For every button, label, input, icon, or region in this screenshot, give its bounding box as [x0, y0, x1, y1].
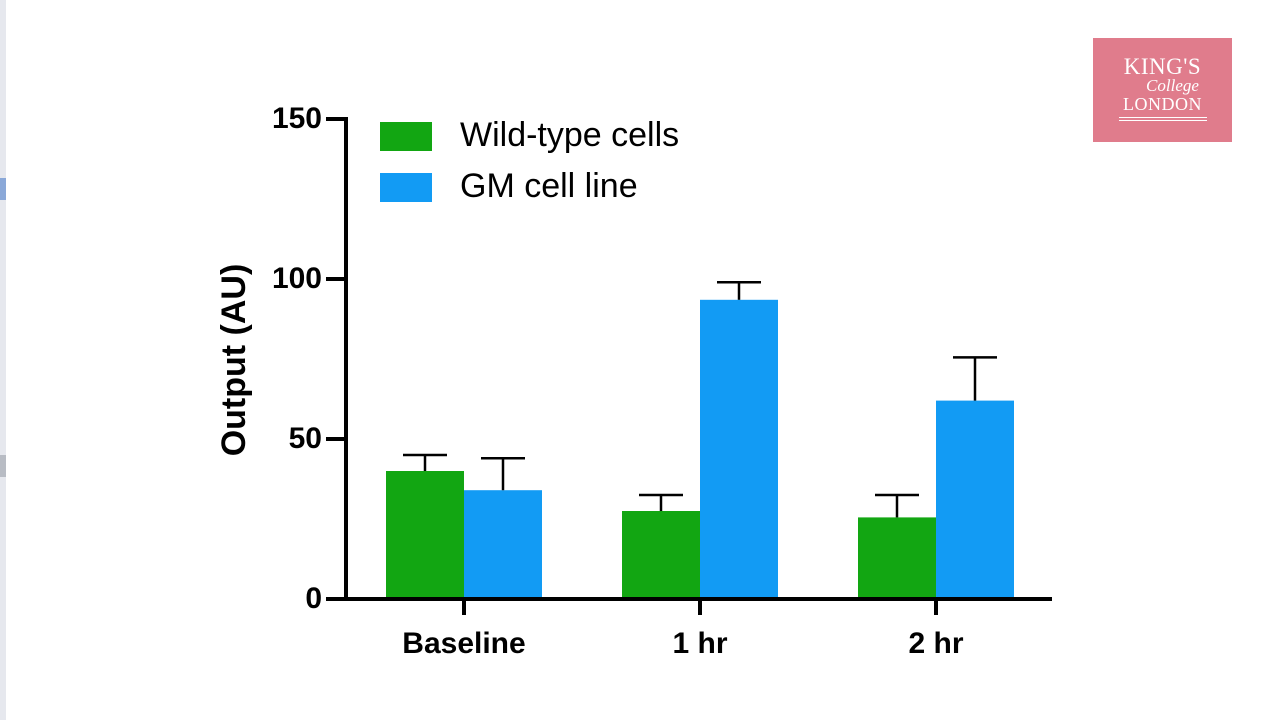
legend-label: Wild-type cells — [460, 116, 679, 154]
y-axis-title: Output (AU) — [215, 264, 253, 457]
logo-line-3: LONDON — [1123, 94, 1202, 114]
legend-swatch — [380, 122, 432, 151]
logo-rule — [1118, 120, 1207, 121]
legend-label: GM cell line — [460, 167, 638, 205]
left-edge-marker — [0, 178, 6, 200]
x-category-label: 2 hr — [908, 627, 963, 660]
bar — [622, 511, 700, 599]
y-tick-label: 50 — [289, 422, 322, 455]
logo-rule — [1118, 117, 1207, 118]
bar — [386, 471, 464, 599]
y-tick-label: 0 — [305, 582, 322, 615]
y-tick-label: 150 — [272, 102, 322, 135]
kings-college-london-logo: KING'S College LONDON — [1093, 38, 1232, 142]
bar — [858, 517, 936, 599]
x-category-label: Baseline — [402, 627, 525, 660]
logo-line-1: KING'S — [1123, 54, 1202, 79]
left-edge-marker — [0, 455, 6, 477]
x-category-label: 1 hr — [672, 627, 727, 660]
bar — [700, 299, 778, 599]
legend-swatch — [380, 173, 432, 202]
left-window-edge — [0, 0, 6, 720]
bar — [936, 400, 1014, 599]
logo-line-2: College — [1146, 76, 1199, 95]
bar — [464, 490, 542, 599]
y-tick-label: 100 — [272, 262, 322, 295]
